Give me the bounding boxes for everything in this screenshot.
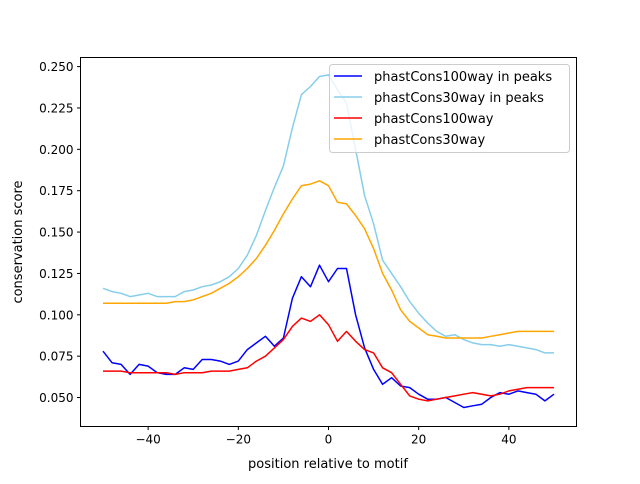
x-tick-label: 40 — [501, 433, 516, 447]
x-tick-label: −40 — [135, 433, 160, 447]
x-tick-label: 20 — [411, 433, 426, 447]
series-lines — [102, 74, 555, 409]
series-line-2 — [103, 314, 554, 402]
y-axis-label: conservation score — [11, 180, 26, 303]
y-tick-label: 0.075 — [39, 350, 73, 364]
x-tick-label: 0 — [325, 433, 333, 447]
y-tick-label: 0.050 — [39, 391, 73, 405]
y-tick-label: 0.125 — [39, 267, 73, 281]
x-tick-label: −20 — [226, 433, 251, 447]
y-axis: 0.050 0.075 0.100 0.125 0.150 0.175 0.200 0.225… — [39, 60, 81, 405]
legend: phastCons100way in peaks phastCons30way i… — [329, 64, 570, 153]
x-axis-label: position relative to motif — [248, 457, 408, 472]
series-line-1 — [102, 74, 554, 354]
y-tick-label: 0.200 — [39, 143, 73, 157]
legend-label-3: phastCons30way — [374, 133, 486, 148]
legend-box — [329, 64, 570, 153]
y-tick-label: 0.225 — [39, 101, 73, 115]
series-line-3 — [103, 180, 554, 339]
y-tick-label: 0.100 — [39, 308, 73, 322]
legend-label-1: phastCons30way in peaks — [374, 91, 544, 106]
legend-label-2: phastCons100way — [374, 112, 494, 127]
legend-label-0: phastCons100way in peaks — [374, 70, 552, 85]
y-tick-label: 0.250 — [39, 60, 73, 74]
y-tick-label: 0.150 — [39, 226, 73, 240]
y-tick-label: 0.175 — [39, 184, 73, 198]
x-axis: −40 −20 0 20 40 — [135, 426, 517, 447]
series-line-0 — [102, 264, 555, 409]
